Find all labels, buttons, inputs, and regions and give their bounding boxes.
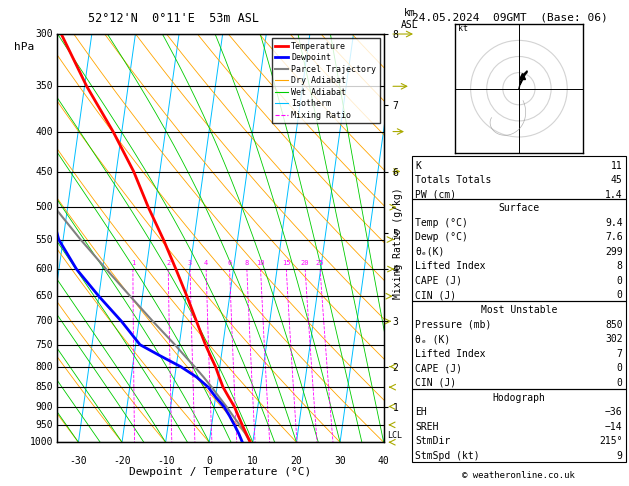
Text: 400: 400	[36, 126, 53, 137]
Text: Dewpoint / Temperature (°C): Dewpoint / Temperature (°C)	[129, 467, 311, 477]
Text: 215°: 215°	[599, 436, 623, 446]
Text: 1: 1	[131, 260, 135, 266]
Text: CIN (J): CIN (J)	[415, 378, 456, 388]
Text: 3: 3	[188, 260, 192, 266]
Text: hPa: hPa	[14, 42, 34, 52]
Text: EH: EH	[415, 407, 427, 417]
Text: Pressure (mb): Pressure (mb)	[415, 320, 491, 330]
Text: 0: 0	[617, 378, 623, 388]
Text: 9: 9	[617, 451, 623, 461]
Text: θₑ(K): θₑ(K)	[415, 247, 445, 257]
Text: K: K	[415, 161, 421, 171]
Text: 450: 450	[36, 167, 53, 176]
Text: -30: -30	[70, 455, 87, 466]
Text: StmSpd (kt): StmSpd (kt)	[415, 451, 480, 461]
Text: Totals Totals: Totals Totals	[415, 175, 491, 185]
Text: 30: 30	[334, 455, 346, 466]
Text: 2: 2	[166, 260, 170, 266]
Text: 850: 850	[36, 382, 53, 392]
Text: θₑ (K): θₑ (K)	[415, 334, 450, 344]
Text: 20: 20	[301, 260, 309, 266]
Text: Lifted Index: Lifted Index	[415, 261, 486, 271]
Text: 10: 10	[247, 455, 259, 466]
Text: 650: 650	[36, 291, 53, 301]
Text: Most Unstable: Most Unstable	[481, 305, 557, 315]
Text: -20: -20	[113, 455, 131, 466]
Text: 750: 750	[36, 340, 53, 350]
Text: −36: −36	[605, 407, 623, 417]
Text: 6: 6	[227, 260, 231, 266]
Text: 11: 11	[611, 161, 623, 171]
Text: 15: 15	[282, 260, 290, 266]
Text: Lifted Index: Lifted Index	[415, 349, 486, 359]
Text: 500: 500	[36, 202, 53, 212]
Text: CIN (J): CIN (J)	[415, 291, 456, 300]
Text: Dewp (°C): Dewp (°C)	[415, 232, 468, 242]
Text: 20: 20	[291, 455, 303, 466]
Text: Temp (°C): Temp (°C)	[415, 218, 468, 227]
Text: km
ASL: km ASL	[401, 8, 419, 30]
Text: 900: 900	[36, 401, 53, 412]
Text: 550: 550	[36, 235, 53, 244]
Text: Surface: Surface	[498, 203, 540, 213]
Text: 0: 0	[617, 291, 623, 300]
Text: -10: -10	[157, 455, 174, 466]
Text: StmDir: StmDir	[415, 436, 450, 446]
Text: 350: 350	[36, 81, 53, 91]
Text: PW (cm): PW (cm)	[415, 190, 456, 200]
Text: 24.05.2024  09GMT  (Base: 06): 24.05.2024 09GMT (Base: 06)	[412, 12, 608, 22]
Text: 1.4: 1.4	[605, 190, 623, 200]
Text: 7.6: 7.6	[605, 232, 623, 242]
Text: 850: 850	[605, 320, 623, 330]
Text: 600: 600	[36, 264, 53, 274]
Text: Mixing Ratio (g/kg): Mixing Ratio (g/kg)	[393, 187, 403, 299]
Text: −14: −14	[605, 422, 623, 432]
Text: 0: 0	[206, 455, 212, 466]
Text: 7: 7	[617, 349, 623, 359]
Text: 950: 950	[36, 420, 53, 430]
Text: CAPE (J): CAPE (J)	[415, 364, 462, 373]
Text: CAPE (J): CAPE (J)	[415, 276, 462, 286]
Text: Hodograph: Hodograph	[493, 393, 545, 402]
Text: 1000: 1000	[30, 437, 53, 447]
Text: SREH: SREH	[415, 422, 438, 432]
Text: 8: 8	[617, 261, 623, 271]
Text: © weatheronline.co.uk: © weatheronline.co.uk	[462, 471, 576, 480]
Text: 40: 40	[378, 455, 389, 466]
Text: 9.4: 9.4	[605, 218, 623, 227]
Text: 0: 0	[617, 364, 623, 373]
Text: 800: 800	[36, 362, 53, 372]
Text: 10: 10	[256, 260, 265, 266]
Text: 302: 302	[605, 334, 623, 344]
Text: 300: 300	[36, 29, 53, 39]
Text: 45: 45	[611, 175, 623, 185]
Text: LCL: LCL	[387, 431, 402, 440]
Text: 52°12'N  0°11'E  53m ASL: 52°12'N 0°11'E 53m ASL	[88, 12, 259, 25]
Text: 4: 4	[204, 260, 208, 266]
Text: 8: 8	[245, 260, 248, 266]
Text: 0: 0	[617, 276, 623, 286]
Text: 299: 299	[605, 247, 623, 257]
Legend: Temperature, Dewpoint, Parcel Trajectory, Dry Adiabat, Wet Adiabat, Isotherm, Mi: Temperature, Dewpoint, Parcel Trajectory…	[272, 38, 379, 123]
Text: kt: kt	[458, 24, 468, 33]
Text: 700: 700	[36, 316, 53, 326]
Text: 25: 25	[316, 260, 324, 266]
